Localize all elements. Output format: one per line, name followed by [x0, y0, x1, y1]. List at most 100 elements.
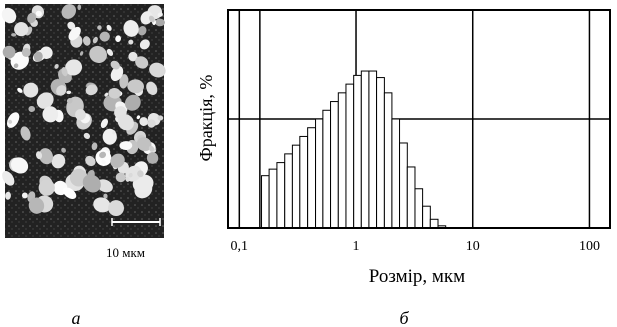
micrograph-particle	[13, 63, 19, 69]
micrograph-particle	[157, 12, 163, 17]
micrograph-particle	[17, 87, 23, 93]
micrograph-particle	[147, 119, 156, 128]
micrograph-particle	[68, 26, 81, 41]
histogram-bar	[276, 162, 286, 229]
micrograph-particle	[99, 31, 110, 42]
micrograph-particle	[97, 25, 102, 30]
chart-grid	[228, 10, 610, 228]
micrograph-particle	[115, 35, 122, 43]
plot-frame	[227, 9, 611, 229]
micrograph-particle	[2, 171, 15, 186]
histogram-bar	[360, 70, 370, 229]
micrograph-particle	[104, 92, 109, 97]
micrograph-particle	[100, 118, 109, 129]
x-tick-label: 100	[579, 239, 600, 254]
micrograph-particle	[146, 152, 159, 164]
histogram-bar	[414, 188, 424, 229]
micrograph-particle	[140, 11, 153, 25]
micrograph-particle	[128, 39, 134, 45]
micrograph-particle	[51, 153, 66, 169]
micrograph-particle	[38, 148, 53, 165]
micrograph-particle	[85, 84, 98, 96]
chart-bars	[261, 70, 447, 229]
micrograph-particle	[115, 172, 126, 183]
histogram-bar	[268, 168, 278, 229]
micrograph-particle	[103, 193, 108, 199]
micrograph-particle	[21, 192, 28, 199]
micrograph-particle	[65, 59, 83, 76]
micrograph-particle	[91, 142, 98, 151]
micrograph-particle	[117, 114, 134, 131]
histogram-bar	[391, 118, 401, 229]
micrograph-particle	[99, 151, 107, 159]
histogram-bar	[422, 205, 431, 229]
micrograph-particle	[119, 141, 133, 150]
histogram-bar	[406, 166, 416, 229]
micrograph-particle	[123, 20, 139, 37]
micrograph-particle	[58, 74, 66, 81]
micrograph-particle	[85, 155, 96, 167]
micrograph-particle	[36, 92, 54, 109]
micrograph-particle	[96, 179, 113, 193]
micrograph-particle	[38, 179, 55, 196]
micrograph-particle	[106, 48, 114, 56]
micrograph-particle	[139, 39, 150, 50]
micrograph-particle	[56, 85, 67, 96]
micrograph-particle	[146, 81, 158, 95]
x-tick-labels: 0,1 1 10 100	[231, 239, 600, 254]
micrograph-particle	[27, 12, 37, 24]
micrograph-particle	[61, 147, 66, 153]
histogram-bar	[353, 74, 362, 229]
micrograph-particle	[8, 119, 13, 124]
histogram-bar	[368, 70, 378, 229]
micrograph-particle	[92, 36, 98, 44]
micrograph-particle	[119, 74, 129, 89]
histogram-bar	[307, 127, 317, 229]
histogram-bar	[376, 77, 385, 229]
micrograph-particle	[157, 115, 164, 121]
micrograph-particle	[89, 45, 107, 63]
micrograph-particle	[155, 18, 165, 27]
micrograph-particle	[148, 145, 155, 152]
micrograph-particle	[6, 112, 20, 128]
panel-a-label: а	[72, 308, 81, 327]
histogram-bar	[330, 101, 339, 229]
micrograph-particle	[28, 105, 36, 113]
histogram-bar	[337, 92, 347, 229]
micrograph-particle	[20, 126, 31, 141]
micrograph-particle	[108, 200, 125, 217]
micrograph-scale-label: 10 мкм	[106, 245, 145, 260]
micrograph-particle	[127, 79, 144, 94]
micrograph-particle	[106, 24, 112, 31]
micrograph-particle	[112, 130, 116, 135]
histogram-bar	[322, 109, 332, 229]
micrograph-panel	[1, 3, 166, 238]
micrograph-particle	[35, 151, 43, 160]
micrograph-particle	[82, 36, 91, 46]
micrograph-particle	[108, 88, 121, 99]
y-axis-label: Фракція, %	[196, 75, 216, 162]
micrograph-particle	[28, 197, 45, 214]
micrograph-particle	[35, 10, 42, 17]
micrograph-particle	[101, 159, 106, 165]
x-tick-label: 10	[466, 239, 480, 254]
histogram-bar	[315, 118, 324, 229]
micrograph-particle	[61, 3, 77, 19]
micrograph-particle	[10, 157, 29, 174]
micrograph-particle	[79, 51, 84, 56]
panel-b-label: б	[399, 308, 409, 327]
histogram-bar	[429, 218, 439, 229]
micrograph-particle	[124, 94, 141, 111]
micrograph-particle	[110, 65, 124, 82]
x-axis-label: Розмір, мкм	[369, 266, 465, 287]
micrograph-particle	[67, 21, 76, 30]
histogram-bar	[299, 135, 309, 229]
micrograph-particle	[21, 47, 31, 57]
micrograph-particle	[83, 132, 91, 140]
micrograph-particle	[33, 51, 43, 62]
x-tick-label: 1	[353, 239, 360, 254]
micrograph-particle	[5, 191, 11, 200]
histogram-bar	[383, 92, 393, 229]
micrograph-particle	[18, 25, 23, 30]
micrograph-particle	[125, 165, 142, 182]
